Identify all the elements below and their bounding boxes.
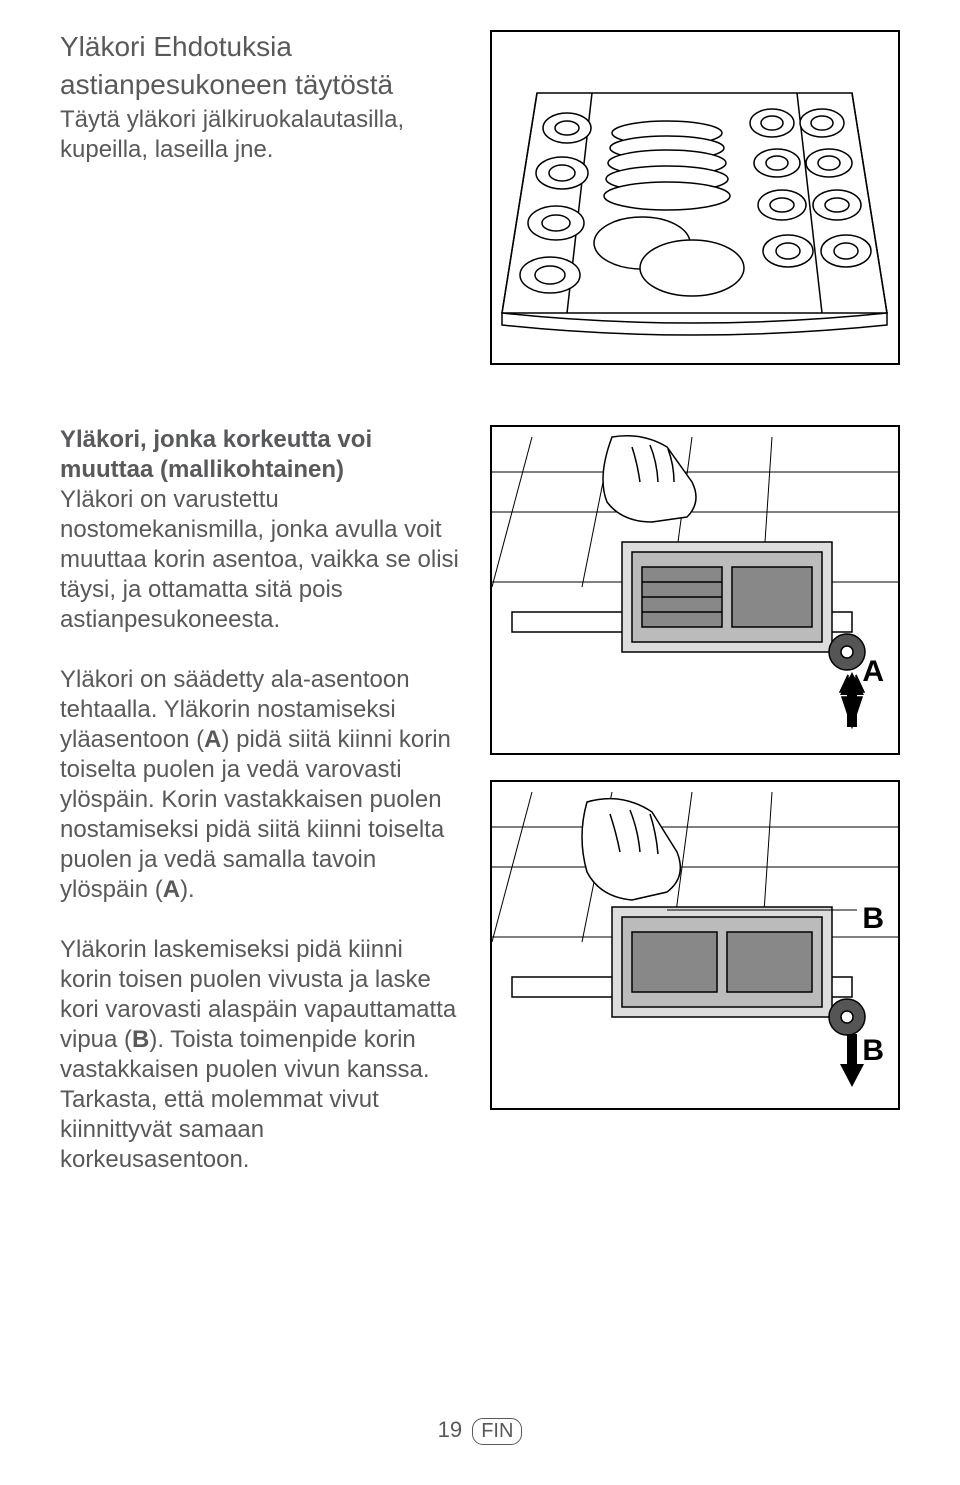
heading-subtext: Täytä yläkori jälkiruokalautasilla, kupe… xyxy=(60,105,460,165)
paragraph-2: Yläkori on säädetty ala-asentoon tehtaal… xyxy=(60,665,460,905)
lower-mechanism-svg xyxy=(492,782,898,1108)
para1-bold: Yläkori, jonka korkeutta voi muuttaa (ma… xyxy=(60,426,372,483)
label-b-upper: B xyxy=(862,902,884,936)
raise-mechanism-svg xyxy=(492,427,898,753)
paragraph-3: Yläkorin laskemiseksi pidä kiinni korin … xyxy=(60,935,460,1175)
page-footer: 19 FIN xyxy=(0,1417,960,1445)
paragraph-1: Yläkori, jonka korkeutta voi muuttaa (ma… xyxy=(60,425,460,635)
ref-b-1: B xyxy=(132,1026,149,1053)
label-b-lower: B xyxy=(862,1034,884,1068)
label-a: A xyxy=(862,655,884,689)
ref-a-2: A xyxy=(163,876,180,903)
illustration-raise-a: A xyxy=(490,425,900,755)
language-code: FIN xyxy=(472,1418,522,1445)
illustration-lower-b: B B xyxy=(490,780,900,1110)
rack-top-illustration xyxy=(492,33,898,363)
ref-a-1: A xyxy=(204,726,221,753)
section-heading-line2: astianpesukoneen täytöstä xyxy=(60,68,460,102)
illustration-loaded-rack xyxy=(490,30,900,365)
page-number: 19 xyxy=(438,1417,462,1442)
section-heading-line1: Yläkori Ehdotuksia xyxy=(60,30,460,64)
